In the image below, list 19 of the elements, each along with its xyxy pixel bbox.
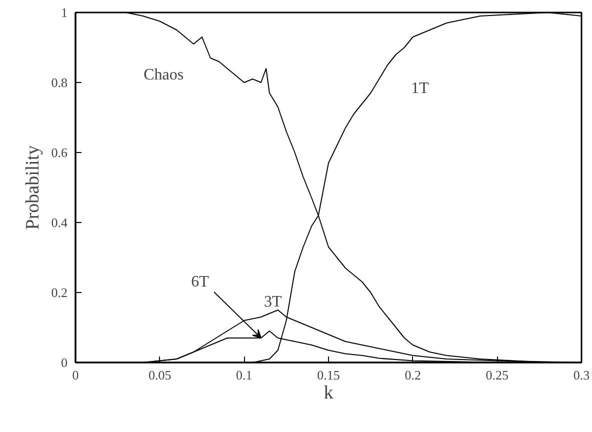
annotation: 6T <box>191 274 210 290</box>
x-tick-label: 0.3 <box>573 368 590 382</box>
y-tick-label: 0.2 <box>51 285 68 300</box>
annotation: 3T <box>264 294 282 310</box>
x-tick-label: 0.05 <box>148 368 172 382</box>
x-tick-label: 0.15 <box>317 368 340 382</box>
y-tick-label: 0.4 <box>51 215 68 230</box>
annotation: Chaos <box>144 66 184 84</box>
y-tick-label: 0.6 <box>51 145 68 160</box>
y-tick-label: 1 <box>61 5 68 20</box>
y-tick-label: 0.8 <box>51 75 68 90</box>
y-axis-title: Probability <box>22 144 44 230</box>
x-axis-title: k <box>324 382 334 404</box>
x-tick-label: 0.1 <box>236 368 252 382</box>
x-tick-label: 0.25 <box>486 368 509 382</box>
x-tick-label: 0 <box>72 368 79 382</box>
y-tick-label: 0 <box>61 355 68 370</box>
annotation: 1T <box>411 80 430 97</box>
x-tick-label: 0.2 <box>404 368 421 382</box>
